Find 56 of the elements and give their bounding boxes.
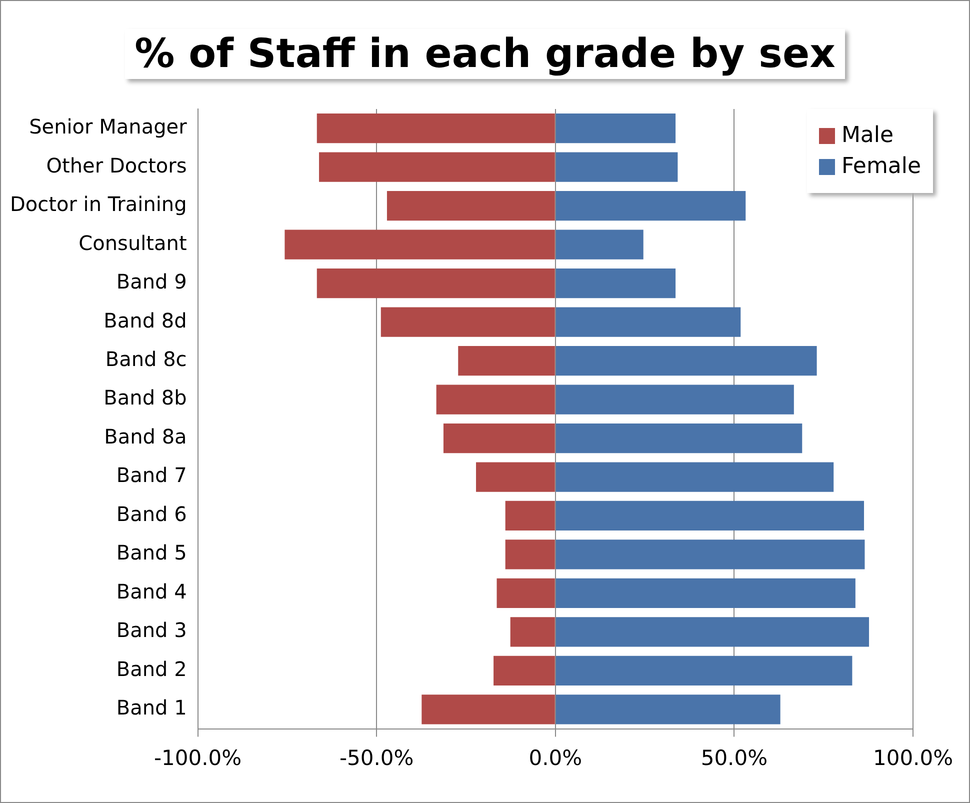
bar — [556, 114, 676, 144]
y-tick-label: Band 8a — [104, 424, 187, 448]
bar — [436, 384, 555, 414]
y-tick-label: Band 6 — [116, 502, 187, 526]
y-tick-label: Senior Manager — [29, 114, 188, 139]
bar — [556, 191, 746, 221]
chart-title: % of Staff in each grade by sex — [124, 29, 846, 79]
y-tick-label: Band 4 — [116, 579, 187, 604]
bar — [556, 462, 834, 492]
bar — [510, 617, 555, 647]
y-tick-label: Band 2 — [116, 656, 187, 681]
bar — [556, 384, 794, 414]
bar — [476, 462, 555, 492]
bar — [316, 114, 555, 144]
bar — [458, 346, 555, 376]
bar — [380, 307, 555, 337]
bar — [319, 152, 555, 182]
bar — [556, 346, 817, 376]
bar — [556, 423, 802, 454]
bar — [556, 152, 678, 182]
bar — [556, 617, 870, 647]
x-tick-label: 100.0% — [872, 746, 954, 770]
y-tick-label: Band 9 — [116, 270, 187, 294]
bar — [494, 656, 555, 686]
bar — [284, 230, 555, 260]
legend-label: Male — [841, 123, 894, 148]
y-tick-label: Other Doctors — [46, 153, 187, 178]
bar — [505, 500, 555, 531]
bar — [556, 656, 852, 686]
bar — [556, 268, 676, 298]
x-tick-label: 50.0% — [700, 746, 768, 770]
bar — [422, 694, 555, 724]
bar — [386, 191, 555, 221]
bar — [556, 230, 644, 260]
y-tick-label: Band 3 — [116, 618, 187, 642]
bar — [505, 540, 555, 570]
legend-label: Female — [841, 154, 921, 179]
x-tick-label: -100.0% — [154, 746, 242, 770]
y-tick-label: Consultant — [78, 230, 187, 255]
y-tick-label: Band 5 — [116, 540, 187, 565]
y-tick-label: Band 8b — [104, 386, 187, 410]
x-tick-label: 0.0% — [528, 746, 582, 770]
y-tick-label: Band 8c — [105, 346, 187, 371]
bar — [556, 578, 856, 608]
bar — [556, 307, 741, 337]
y-tick-label: Band 8d — [104, 308, 187, 332]
x-tick-label: -50.0% — [339, 746, 414, 770]
y-tick-label: Doctor in Training — [10, 192, 187, 216]
y-tick-label: Band 1 — [116, 696, 187, 720]
bar — [556, 540, 865, 570]
bar — [556, 694, 780, 724]
bar — [316, 268, 555, 298]
bar — [496, 578, 555, 608]
bar — [556, 500, 864, 531]
y-tick-label: Band 7 — [116, 463, 187, 488]
bar — [443, 423, 555, 454]
